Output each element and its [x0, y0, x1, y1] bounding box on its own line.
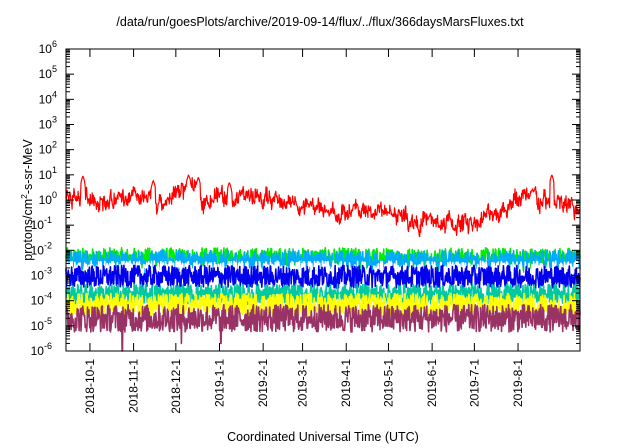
y-tick-label: 105 — [39, 64, 57, 81]
x-tick-label: 2019-4-1 — [339, 359, 353, 407]
x-tick-label: 2019-3-1 — [296, 359, 310, 407]
y-tick-label: 10-2 — [31, 240, 52, 257]
y-tick-label: 10-4 — [31, 291, 52, 308]
x-tick-label: 2019-6-1 — [425, 359, 439, 407]
series-layer — [65, 174, 581, 352]
y-axis-label-rest: -s-sr-MeV — [21, 139, 35, 195]
y-tick-label: 10-1 — [31, 215, 52, 232]
y-axis-label-main: protons/cm — [21, 199, 35, 261]
y-axis-label-sup: 2 — [19, 194, 29, 199]
y-tick-label: 10-6 — [31, 341, 52, 358]
y-tick-label: 104 — [39, 89, 57, 106]
x-tick-label: 2018-11-1 — [127, 359, 141, 413]
y-tick-label: 103 — [39, 115, 57, 132]
series-line-7 — [65, 303, 581, 352]
x-tick-label: 2019-8-1 — [511, 359, 525, 407]
x-tick-label: 2019-5-1 — [382, 359, 396, 407]
y-tick-label: 102 — [39, 140, 57, 157]
x-tick-label: 2018-10-1 — [83, 359, 97, 414]
x-axis: 2018-10-1 2018-11-1 2018-12-1 2019-1-1 2019-… — [83, 49, 525, 414]
y-tick-label: 106 — [39, 39, 57, 56]
x-axis-label: Coordinated Universal Time (UTC) — [227, 430, 419, 444]
y-tick-label: 100 — [39, 190, 57, 207]
series-line-4 — [65, 264, 581, 289]
series-line-5 — [65, 283, 581, 306]
y-tick-label: 101 — [39, 165, 57, 182]
chart-title: /data/run/goesPlots/archive/2019-09-14/f… — [116, 15, 524, 29]
series-line-3 — [65, 260, 581, 282]
y-tick-label: 10-3 — [31, 266, 52, 283]
y-tick-label: 10-5 — [31, 316, 52, 333]
series-line-2 — [65, 249, 581, 274]
y-axis-label: protons/cm2-s-sr-MeV — [19, 139, 35, 261]
x-tick-label: 2019-1-1 — [213, 359, 227, 407]
y-axis: 10-6 10-5 10-4 10-3 10-2 10-1 100 101 102 103 104 1… — [31, 39, 580, 358]
x-tick-label: 2019-2-1 — [256, 359, 270, 407]
series-line-8 — [65, 174, 581, 238]
x-tick-label: 2018-12-1 — [169, 359, 183, 414]
x-tick-label: 2019-7-1 — [467, 359, 481, 407]
